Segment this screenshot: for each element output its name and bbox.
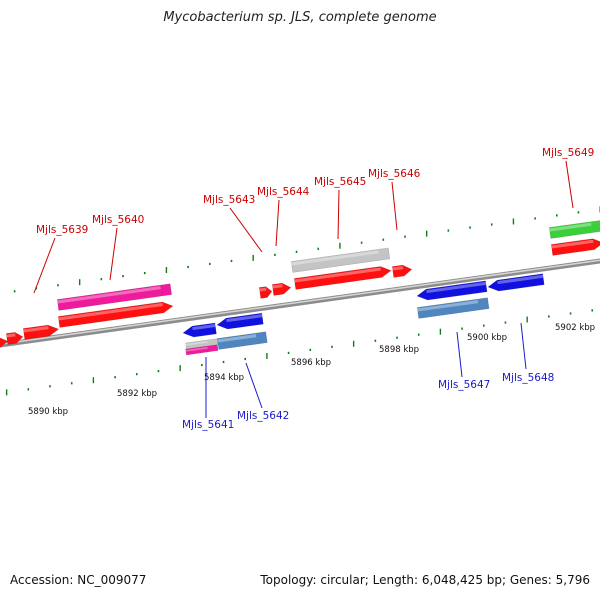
scale-labels: 5890 kbp 5892 kbp 5894 kbp 5896 kbp 5898… bbox=[28, 323, 595, 417]
leader-mjls-5643 bbox=[229, 207, 263, 253]
gene-label-mjls-5642[interactable]: Mjls_5642 bbox=[237, 410, 289, 422]
feature-mjls-5640-body bbox=[57, 301, 174, 328]
feature-mjls-5641-pink-shine bbox=[185, 346, 208, 352]
feature-mjls-5640-shine bbox=[58, 302, 163, 321]
leader-mjls-5648 bbox=[520, 322, 527, 370]
leader-mjls-5639 bbox=[33, 237, 56, 294]
feature-fwd-a bbox=[0, 336, 9, 350]
scale-label-5890: 5890 kbp bbox=[28, 407, 68, 417]
leader-mjls-5644 bbox=[275, 199, 280, 247]
feature-mjls-5640-rna-shine bbox=[57, 286, 161, 304]
genome-summary: Topology: circular; Length: 6,048,425 bp… bbox=[260, 573, 590, 587]
feature-mjls-5647-body bbox=[416, 280, 488, 301]
scale-label-5892: 5892 kbp bbox=[117, 389, 157, 399]
feature-mjls-5644-body bbox=[271, 282, 292, 296]
leader-mjls-5645 bbox=[337, 189, 340, 240]
feature-mjls-5642-body bbox=[216, 331, 268, 350]
feature-mjls-5641 bbox=[182, 322, 217, 338]
feature-mjls-5647-rna bbox=[416, 297, 490, 319]
leader-mjls-5647 bbox=[456, 331, 463, 378]
gene-label-mjls-5647[interactable]: Mjls_5647 bbox=[438, 379, 490, 391]
backbone-highlight bbox=[0, 259, 600, 345]
feature-mjls-5645 bbox=[293, 266, 392, 290]
scale-label-5898: 5898 kbp bbox=[379, 345, 419, 355]
accession-label: Accession: NC_009077 bbox=[10, 573, 147, 587]
gene-label-mjls-5640[interactable]: Mjls_5640 bbox=[92, 214, 144, 226]
genome-backbone bbox=[0, 258, 600, 348]
feature-mjls-5646-body bbox=[391, 264, 413, 278]
map-title: Mycobacterium sp. JLS, complete genome bbox=[163, 10, 437, 25]
feature-mjls-5649-shine bbox=[551, 239, 594, 249]
gene-label-mjls-5641[interactable]: Mjls_5641 bbox=[182, 419, 234, 431]
feature-fwd-c-shine bbox=[23, 326, 49, 333]
feature-mjls-5647 bbox=[416, 280, 488, 301]
feature-mjls-5649-rna-body bbox=[548, 220, 600, 239]
gene-label-mjls-5646[interactable]: Mjls_5646 bbox=[368, 168, 421, 180]
feature-mjls-5649-body bbox=[550, 238, 600, 256]
feature-mjls-5644 bbox=[271, 282, 292, 296]
feature-mjls-5646-shine bbox=[392, 266, 404, 271]
feature-mjls-5648-shine bbox=[497, 274, 544, 285]
gene-features bbox=[0, 220, 600, 356]
leader-mjls-5640 bbox=[109, 227, 118, 281]
gene-label-mjls-5644[interactable]: Mjls_5644 bbox=[257, 186, 310, 198]
feature-fwd-b-shine bbox=[6, 333, 16, 338]
feature-mjls-5641-b-body bbox=[216, 312, 264, 330]
feature-mjls-5646 bbox=[391, 264, 413, 278]
feature-mjls-5643-shine bbox=[259, 287, 267, 292]
gene-labels: Mjls_5639 Mjls_5640 Mjls_5641 Mjls_5642 … bbox=[36, 147, 594, 431]
gene-label-mjls-5648[interactable]: Mjls_5648 bbox=[502, 372, 554, 384]
label-leader-lines bbox=[33, 160, 574, 418]
feature-fwd-c bbox=[22, 324, 60, 340]
feature-fwd-c-body bbox=[22, 324, 60, 340]
scale-ticks bbox=[5, 206, 600, 396]
feature-mjls-5643-body bbox=[258, 286, 273, 299]
feature-mjls-5643 bbox=[258, 286, 273, 299]
feature-mjls-5640-rna-body bbox=[56, 283, 173, 311]
scale-label-5900: 5900 kbp bbox=[467, 333, 507, 343]
feature-mjls-5649-rna-shine bbox=[549, 222, 592, 232]
scale-label-5902: 5902 kbp bbox=[555, 323, 595, 333]
backbone-line bbox=[0, 258, 600, 348]
gene-label-mjls-5643[interactable]: Mjls_5643 bbox=[203, 194, 255, 206]
feature-mjls-5641-shine bbox=[192, 323, 216, 331]
feature-mjls-5645-rna-body bbox=[290, 247, 391, 273]
feature-mjls-5641-body bbox=[182, 322, 217, 338]
feature-mjls-5644-shine bbox=[272, 284, 283, 289]
gene-label-mjls-5649[interactable]: Mjls_5649 bbox=[542, 147, 594, 159]
leader-mjls-5646 bbox=[391, 181, 398, 231]
feature-mjls-5645-shine bbox=[294, 267, 381, 283]
feature-mjls-5649 bbox=[550, 238, 600, 256]
scale-label-5894: 5894 kbp bbox=[204, 373, 244, 383]
feature-mjls-5645-rna-shine bbox=[291, 250, 379, 266]
feature-mjls-5641-b bbox=[216, 312, 264, 330]
feature-mjls-5642 bbox=[216, 331, 268, 350]
scale-label-5896: 5896 kbp bbox=[291, 358, 331, 368]
feature-fwd-a-body bbox=[0, 336, 9, 350]
feature-mjls-5645-body bbox=[293, 266, 392, 290]
feature-mjls-5642-shine bbox=[217, 334, 257, 343]
feature-mjls-5641-b-shine bbox=[226, 314, 263, 323]
feature-fwd-b-body bbox=[5, 332, 24, 345]
gene-label-mjls-5639[interactable]: Mjls_5639 bbox=[36, 224, 88, 236]
leader-mjls-5649 bbox=[565, 160, 574, 209]
feature-mjls-5640 bbox=[57, 301, 174, 328]
leader-mjls-5642 bbox=[245, 362, 263, 409]
feature-mjls-5649-rna bbox=[548, 220, 600, 239]
feature-mjls-5648-body bbox=[487, 273, 545, 292]
feature-mjls-5647-rna-shine bbox=[417, 300, 479, 312]
feature-mjls-5640-rna bbox=[56, 283, 173, 311]
feature-mjls-5648 bbox=[487, 273, 545, 292]
feature-mjls-5647-rna-body bbox=[416, 297, 490, 319]
feature-mjls-5641-gray-shine bbox=[185, 340, 208, 346]
feature-mjls-5645-rna bbox=[290, 247, 391, 273]
feature-mjls-5647-shine bbox=[426, 281, 487, 294]
gene-label-mjls-5645[interactable]: Mjls_5645 bbox=[314, 176, 366, 188]
feature-fwd-b bbox=[5, 332, 24, 345]
